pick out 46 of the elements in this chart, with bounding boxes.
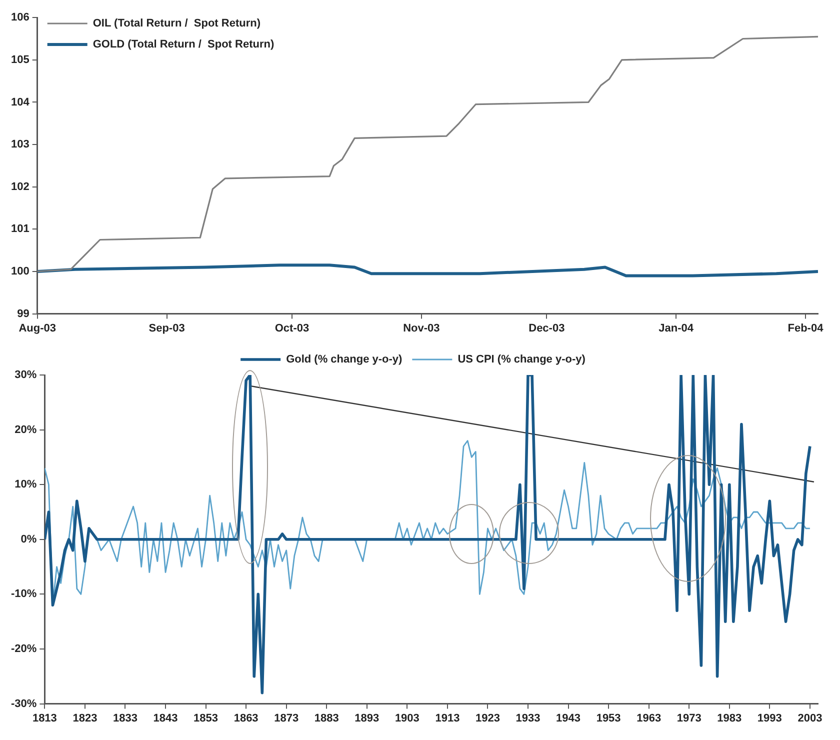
y-tick-label: 20% bbox=[14, 424, 37, 436]
x-tick-label: 1893 bbox=[354, 712, 380, 724]
x-tick-label: 1813 bbox=[32, 712, 57, 724]
y-tick-label: 105 bbox=[10, 54, 30, 66]
x-tick-label: Sep-03 bbox=[148, 322, 185, 334]
legend-label: OIL (Total Return / Spot Return) bbox=[92, 18, 261, 30]
x-tick-label: 1953 bbox=[596, 712, 621, 724]
x-tick-label: 1903 bbox=[394, 712, 420, 724]
y-tick-label: 30% bbox=[14, 369, 37, 382]
y-tick-label: -30% bbox=[10, 698, 37, 710]
x-tick-label: 1943 bbox=[556, 712, 581, 724]
x-tick-label: 1823 bbox=[72, 712, 98, 724]
y-tick-label: 0% bbox=[20, 533, 37, 546]
x-tick-label: 1873 bbox=[274, 712, 299, 724]
legend-label: Gold (% change y-o-y) bbox=[286, 354, 403, 366]
y-tick-label: 100 bbox=[10, 266, 30, 278]
x-tick-label: 1853 bbox=[194, 712, 218, 724]
y-tick-label: 99 bbox=[17, 308, 30, 320]
x-tick-label: 1963 bbox=[636, 712, 662, 724]
x-tick-label: Dec-03 bbox=[528, 322, 565, 334]
y-tick-label: -10% bbox=[10, 588, 37, 600]
x-tick-label: 1883 bbox=[314, 712, 339, 724]
x-tick-label: Nov-03 bbox=[403, 322, 440, 334]
y-tick-label: 102 bbox=[10, 180, 30, 193]
x-tick-label: 1933 bbox=[516, 712, 540, 724]
y-tick-label: -20% bbox=[10, 643, 37, 656]
x-tick-label: Oct-03 bbox=[274, 322, 310, 334]
y-tick-label: 101 bbox=[10, 223, 30, 236]
legend-label: US CPI (% change y-o-y) bbox=[458, 354, 586, 366]
x-tick-label: 1833 bbox=[112, 712, 138, 724]
x-tick-label: 1973 bbox=[676, 712, 702, 724]
y-tick-label: 106 bbox=[10, 12, 30, 24]
x-tick-label: 1913 bbox=[435, 712, 460, 724]
x-tick-label: 1863 bbox=[234, 712, 258, 724]
y-tick-label: 103 bbox=[10, 138, 30, 151]
legend-label: GOLD (Total Return / Spot Return) bbox=[92, 38, 274, 51]
x-tick-label: Feb-04 bbox=[788, 322, 824, 334]
y-tick-label: 10% bbox=[14, 478, 37, 491]
x-tick-label: Jan-04 bbox=[658, 322, 694, 334]
x-tick-label: 2003 bbox=[798, 712, 822, 724]
x-tick-label: 1843 bbox=[153, 712, 178, 724]
x-tick-label: 1983 bbox=[717, 712, 742, 724]
x-tick-label: Aug-03 bbox=[18, 322, 56, 334]
y-tick-label: 104 bbox=[10, 96, 30, 108]
x-tick-label: 1923 bbox=[475, 712, 500, 724]
x-tick-label: 1993 bbox=[757, 712, 782, 724]
